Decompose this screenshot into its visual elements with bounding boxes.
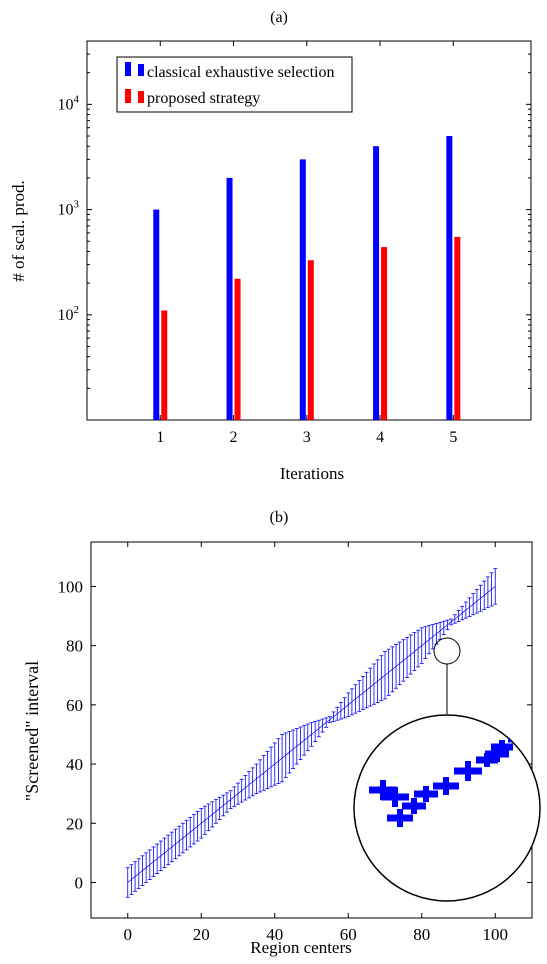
panel-b-y-axis-label: "Screened" interval — [22, 661, 42, 801]
b-xtick-label: 60 — [340, 925, 357, 944]
b-xtick-label: 80 — [413, 925, 430, 944]
a-ytick-label: 102 — [58, 304, 80, 324]
inset-cross — [402, 798, 426, 814]
b-xtick-label: 20 — [193, 925, 210, 944]
panel-b-zoom-inset — [353, 637, 541, 902]
legend-swatch-classical — [125, 62, 144, 76]
panel-a-y-ticks: 102 103 104 — [58, 53, 531, 389]
legend-label-proposed: proposed strategy — [147, 90, 260, 107]
b-ytick-label: 80 — [66, 637, 83, 656]
legend-box — [116, 56, 353, 113]
inset-cross — [454, 761, 482, 781]
panel-a: (a) 102 103 104 1 2 3 4 5 classical exhaustive… — [9, 9, 532, 483]
panel-b-plot-frame — [90, 541, 533, 919]
legend-swatch-proposed — [125, 89, 144, 103]
b-ytick-label: 60 — [66, 696, 83, 715]
panel-a-x-axis-label: Iterations — [280, 464, 344, 483]
a-xtick-label: 5 — [449, 429, 457, 446]
b-ytick-label: 40 — [66, 755, 83, 774]
b-xtick-label: 40 — [266, 925, 283, 944]
bar-proposed-2 — [234, 278, 241, 420]
panel-b-errorbar-series — [125, 568, 498, 898]
b-ytick-label: 20 — [66, 814, 83, 833]
panel-b-x-axis-label: Region centers — [250, 938, 352, 957]
bar-proposed-5 — [454, 236, 461, 420]
bar-classical-3 — [299, 159, 306, 420]
panel-a-y-axis-label: # of scal. prod. — [9, 180, 28, 282]
panel-b-x-ticks: 0 20 40 60 80 100 — [124, 542, 509, 944]
b-ytick-label: 0 — [75, 873, 84, 892]
bar-classical-5 — [446, 136, 453, 420]
bar-proposed-3 — [307, 260, 314, 420]
panel-a-bars — [153, 136, 461, 420]
a-xtick-label: 1 — [156, 429, 164, 446]
panel-a-x-ticks: 1 2 3 4 5 — [156, 41, 457, 446]
inset-cross — [433, 777, 459, 795]
a-ytick-label: 103 — [58, 199, 80, 219]
inset-cross — [414, 786, 438, 802]
inset-cross — [381, 787, 409, 807]
panel-a-label: (a) — [270, 9, 288, 26]
inset-cross — [387, 809, 413, 827]
panel-b: (b) 0 20 40 60 80 100 0 20 40 60 80 100 "Screened"… — [22, 509, 541, 957]
panel-a-legend: classical exhaustive selection proposed … — [116, 56, 353, 113]
a-ytick-label: 104 — [58, 93, 80, 113]
b-xtick-label: 0 — [124, 925, 133, 944]
zoom-source-circle — [433, 637, 461, 665]
inset-cross — [515, 722, 540, 740]
inset-cross — [491, 740, 513, 754]
center-line — [127, 586, 496, 883]
b-ytick-label: 100 — [58, 577, 84, 596]
a-xtick-label: 2 — [230, 429, 238, 446]
legend-label-classical: classical exhaustive selection — [147, 64, 334, 81]
b-xtick-label: 100 — [483, 925, 509, 944]
a-xtick-label: 4 — [376, 429, 384, 446]
panel-b-label: (b) — [270, 509, 289, 526]
bar-proposed-4 — [381, 247, 388, 420]
zoom-inset-circle — [353, 714, 541, 902]
bar-classical-1 — [153, 209, 160, 420]
a-xtick-label: 3 — [303, 429, 311, 446]
bar-classical-2 — [226, 177, 233, 420]
bar-classical-4 — [373, 146, 380, 420]
panel-b-y-ticks: 0 20 40 60 80 100 — [58, 577, 532, 892]
bar-proposed-1 — [161, 310, 168, 420]
